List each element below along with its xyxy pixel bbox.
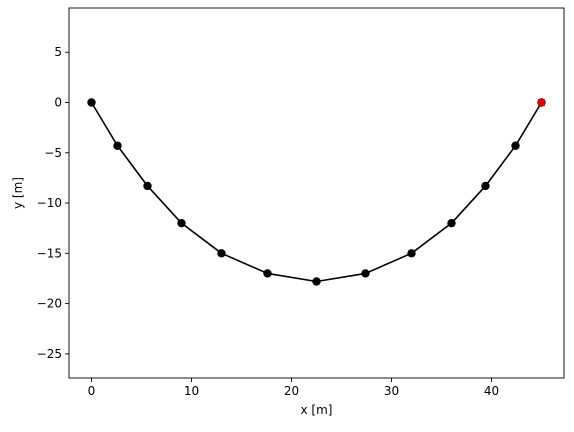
x-tick-label: 30 (384, 384, 399, 398)
x-tick-label: 40 (484, 384, 499, 398)
y-tick-label: −5 (44, 146, 62, 160)
data-point (143, 181, 152, 191)
data-point (481, 181, 490, 191)
y-tick-label: −25 (37, 347, 62, 361)
data-point (447, 218, 456, 228)
series-1 (538, 99, 545, 107)
data-point (87, 98, 96, 107)
y-tick-label: −10 (37, 196, 62, 210)
data-point-marker (538, 99, 545, 107)
data-point (511, 141, 520, 150)
data-point (263, 269, 272, 278)
y-axis-label: y [m] (11, 177, 25, 209)
series-line (90, 102, 543, 283)
x-axis: 0 10 20 30 40 (88, 378, 499, 398)
x-tick-label: 10 (184, 384, 199, 398)
x-axis-label: x [m] (301, 403, 333, 417)
series-0 (87, 98, 546, 286)
data-point (361, 269, 370, 278)
x-tick-label: 20 (284, 384, 299, 398)
y-tick-label: 5 (54, 45, 62, 59)
y-tick-label: −15 (37, 246, 62, 260)
data-point (177, 218, 186, 228)
data-point (407, 249, 416, 258)
x-tick-label: 0 (88, 384, 96, 398)
data-point (217, 249, 226, 258)
y-tick-label: 0 (54, 96, 62, 110)
y-tick-label: −20 (37, 297, 62, 311)
plot-area-frame (68, 7, 565, 379)
data-point (113, 141, 122, 150)
y-axis: 5 0 −5 −10 −15 −20 −25 (37, 45, 69, 361)
data-point (312, 277, 321, 286)
